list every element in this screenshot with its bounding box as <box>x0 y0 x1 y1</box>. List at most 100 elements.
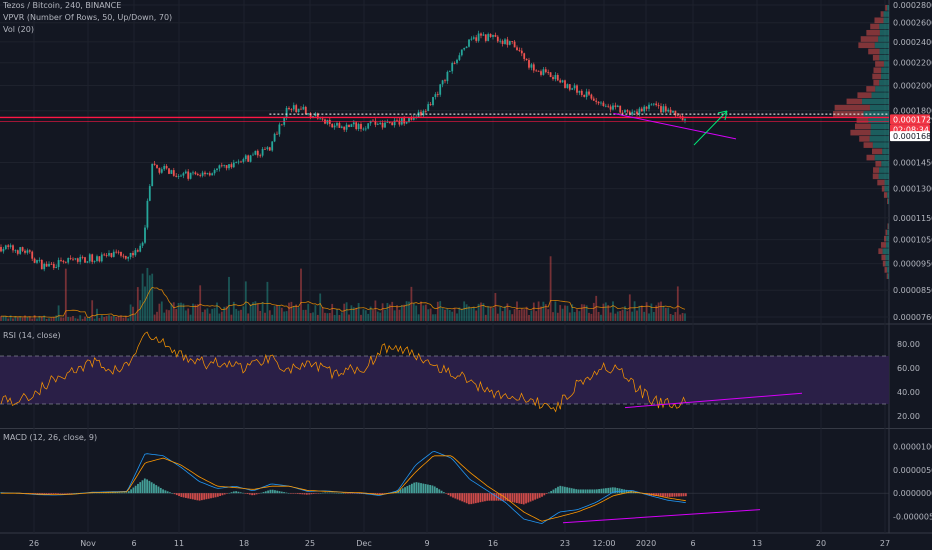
vpvr-down-row <box>887 223 889 230</box>
volume-bar <box>364 310 367 321</box>
macd-histogram-bar <box>324 492 327 494</box>
volume-bar <box>655 305 658 321</box>
candle-body <box>607 105 610 107</box>
candle-body <box>592 98 595 101</box>
volume-bar <box>384 309 386 321</box>
candle-body <box>590 94 593 99</box>
volume-bar <box>451 311 454 321</box>
candle-body <box>376 123 379 125</box>
volume-bar <box>40 316 43 321</box>
macd-histogram-bar <box>109 492 112 494</box>
candle-body <box>580 90 583 95</box>
candle-body <box>396 120 398 122</box>
macd-histogram-bar <box>157 486 160 494</box>
macd-histogram-bar <box>376 493 379 495</box>
y-tick-label: 0.0002000 <box>893 82 932 91</box>
candle-body <box>259 155 262 157</box>
candle-body <box>496 36 499 42</box>
volume-bar <box>134 314 137 321</box>
macd-histogram-bar <box>404 487 406 494</box>
volume-bar <box>624 306 626 321</box>
macd-histogram-bar <box>164 490 167 494</box>
vpvr-up-row <box>879 167 889 173</box>
candle-body <box>561 80 564 83</box>
volume-bar <box>129 304 132 321</box>
rsi-legend[interactable]: RSI (14, close) <box>3 331 61 340</box>
candle-body <box>201 172 204 176</box>
volume-bar <box>369 306 372 321</box>
vpvr-legend[interactable]: VPVR (Number Of Rows, 50, Up/Down, 70) <box>3 13 173 22</box>
volume-bar <box>165 309 168 321</box>
volume-bar <box>520 308 523 321</box>
vpvr-down-row <box>866 29 880 36</box>
y-tick-label: 0.0001300 <box>893 185 932 194</box>
macd-histogram-bar <box>294 493 297 494</box>
vpvr-down-row <box>872 73 882 80</box>
volume-bar <box>535 311 538 321</box>
macd-histogram-bar <box>285 492 288 494</box>
candle-body <box>492 35 494 37</box>
macd-histogram-bar <box>342 493 345 494</box>
x-tick-label: 23 <box>560 539 570 548</box>
candle-body <box>182 173 185 176</box>
volume-bar <box>52 317 55 321</box>
volume-bar <box>151 273 154 321</box>
volume-bar <box>528 314 530 321</box>
macd-histogram-bar <box>305 493 308 495</box>
macd-histogram-bar <box>347 493 349 494</box>
volume-bar <box>614 313 617 321</box>
macd-histogram-bar <box>474 493 477 504</box>
volume-bar <box>674 312 677 321</box>
volume-bar <box>405 301 408 321</box>
vpvr-up-row <box>885 254 889 261</box>
candle-body <box>487 34 490 41</box>
volume-bar <box>530 310 533 321</box>
y-tick-label: 0.0001050 <box>893 236 932 245</box>
candle-body <box>648 104 650 109</box>
candle-body <box>38 259 41 261</box>
candle-body <box>631 111 634 115</box>
macd-histogram-bar <box>127 491 130 494</box>
volume-bar <box>592 302 595 321</box>
macd-histogram-bar <box>274 490 276 494</box>
candle-body <box>326 120 329 124</box>
candle-body <box>264 148 266 150</box>
volume-bar <box>424 304 427 321</box>
macd-y-tick-label: 0.0000000 <box>893 489 932 498</box>
symbol-legend[interactable]: Tezos / Bitcoin, 240, BINANCE <box>3 1 122 10</box>
candle-body <box>242 159 245 162</box>
candle-body <box>136 250 139 252</box>
candle-body <box>312 116 314 118</box>
volume-legend[interactable]: Vol (20) <box>3 25 34 34</box>
volume-bar <box>256 303 259 321</box>
candle-body <box>112 251 115 257</box>
x-tick-label: 9 <box>424 539 429 548</box>
x-tick-label: 11 <box>174 539 184 548</box>
candle-body <box>256 150 259 156</box>
candle-body <box>120 251 122 256</box>
candle-body <box>175 175 178 177</box>
macd-histogram-bar <box>657 493 660 497</box>
candle-body <box>280 124 283 126</box>
volume-bar <box>338 314 341 321</box>
volume-bar <box>576 309 578 321</box>
volume-bar <box>120 315 122 321</box>
volume-bar <box>230 314 233 321</box>
candle-body <box>501 40 504 44</box>
macd-histogram-bar <box>102 492 105 494</box>
volume-bar <box>494 293 497 321</box>
green-arrow-head <box>717 110 728 121</box>
macd-legend[interactable]: MACD (12, 26, close, 9) <box>3 433 98 442</box>
candle-body <box>676 115 679 117</box>
volume-bar <box>60 317 62 321</box>
candle-body <box>302 106 305 110</box>
volume-bar <box>439 301 442 321</box>
candle-body <box>81 257 84 258</box>
macd-histogram-bar <box>212 493 215 498</box>
candle-body <box>26 250 29 253</box>
macd-histogram-bar <box>337 493 340 494</box>
candle-body <box>571 88 574 90</box>
candle-body <box>480 33 482 36</box>
x-tick-label: 2020 <box>636 539 656 548</box>
